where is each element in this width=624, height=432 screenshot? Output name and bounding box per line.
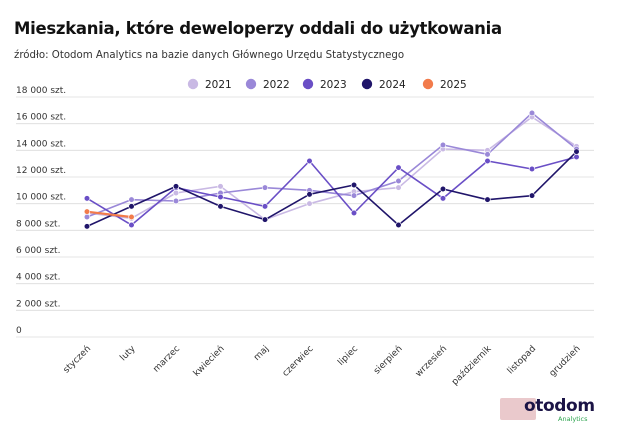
data-point-2023 bbox=[128, 221, 135, 229]
legend-item: 2021 bbox=[187, 78, 232, 91]
legend-label: 2023 bbox=[320, 79, 347, 91]
chart-source: źródło: Otodom Analytics na bazie danych… bbox=[14, 50, 405, 61]
data-point-2021 bbox=[306, 200, 313, 207]
y-tick-label: 2 000 szt. bbox=[16, 299, 60, 309]
data-point-2025 bbox=[83, 208, 91, 215]
legend-label: 2025 bbox=[440, 79, 467, 91]
data-point-2022 bbox=[172, 197, 180, 205]
x-tick-label: styczeń bbox=[62, 344, 93, 375]
x-tick-label: kwiecień bbox=[192, 344, 227, 379]
series-line-2024 bbox=[86, 151, 578, 228]
x-tick-label: wrzesień bbox=[414, 344, 449, 379]
data-point-2023 bbox=[261, 203, 269, 210]
data-point-2021 bbox=[172, 189, 180, 197]
data-point-2023 bbox=[573, 153, 580, 161]
y-tick-label: 18 000 szt. bbox=[16, 86, 66, 96]
data-point-2024 bbox=[528, 192, 536, 199]
data-point-2023 bbox=[217, 193, 224, 201]
series-lines bbox=[86, 112, 578, 228]
series-line-2025 bbox=[86, 210, 132, 219]
y-tick-label: 0 bbox=[16, 326, 22, 336]
data-point-2025 bbox=[128, 213, 135, 221]
data-point-2024 bbox=[128, 203, 135, 210]
series-line-2022 bbox=[86, 112, 578, 218]
x-tick-label: lipiec bbox=[336, 344, 360, 368]
y-tick-label: 16 000 szt. bbox=[16, 113, 66, 123]
legend-label: 2021 bbox=[205, 79, 232, 91]
data-point-2021 bbox=[217, 183, 224, 190]
legend-item: 2025 bbox=[422, 78, 467, 91]
x-tick-label: październik bbox=[450, 343, 494, 387]
data-point-2022 bbox=[350, 192, 358, 199]
data-point-2022 bbox=[395, 177, 402, 185]
x-tick-label: sierpień bbox=[372, 344, 404, 376]
data-point-2023 bbox=[83, 195, 91, 202]
x-tick-label: czerwiec bbox=[281, 344, 316, 379]
data-point-2022 bbox=[128, 196, 135, 203]
data-point-2024 bbox=[217, 203, 224, 210]
data-point-2024 bbox=[573, 148, 580, 155]
y-axis: 0 2 000 szt. 4 000 szt. 6 000 szt. 8 000 szt… bbox=[16, 86, 66, 336]
y-tick-label: 10 000 szt. bbox=[16, 193, 66, 203]
series-points bbox=[83, 109, 580, 230]
data-point-2024 bbox=[439, 185, 447, 193]
legend-label: 2022 bbox=[263, 79, 290, 91]
data-point-2022 bbox=[261, 184, 269, 191]
data-point-2023 bbox=[484, 157, 491, 165]
legend-item: 2023 bbox=[302, 78, 347, 91]
y-tick-label: 8 000 szt. bbox=[16, 219, 60, 229]
logo-sub: Analytics bbox=[558, 415, 588, 423]
y-tick-label: 14 000 szt. bbox=[16, 139, 66, 149]
data-point-2024 bbox=[83, 223, 91, 230]
legend-swatch bbox=[361, 78, 373, 90]
legend: 2021 2022 2023 2024 2025 bbox=[187, 78, 467, 91]
legend-item: 2022 bbox=[245, 78, 290, 91]
data-point-2024 bbox=[306, 191, 313, 198]
otodom-logo: otodom Analytics bbox=[498, 396, 610, 423]
legend-item: 2024 bbox=[361, 78, 406, 91]
y-tick-label: 6 000 szt. bbox=[16, 246, 60, 256]
data-point-2023 bbox=[350, 209, 358, 217]
data-point-2022 bbox=[83, 213, 91, 221]
data-point-2022 bbox=[439, 141, 447, 149]
logo-brand: otodom bbox=[524, 396, 595, 416]
legend-label: 2024 bbox=[379, 79, 406, 91]
data-point-2022 bbox=[484, 151, 491, 158]
data-point-2024 bbox=[172, 183, 180, 190]
y-tick-label: 4 000 szt. bbox=[16, 273, 60, 283]
data-point-2023 bbox=[395, 164, 402, 171]
page-title: Mieszkania, które deweloperzy oddali do … bbox=[14, 19, 502, 38]
x-axis: styczeń luty marzec kwiecień maj czerwiec lipi… bbox=[62, 343, 583, 387]
series-line-2021 bbox=[86, 116, 577, 221]
data-point-2021 bbox=[395, 184, 402, 191]
data-point-2023 bbox=[439, 195, 447, 202]
y-tick-label: 12 000 szt. bbox=[16, 166, 66, 176]
x-tick-label: marzec bbox=[152, 344, 183, 375]
data-point-2024 bbox=[261, 216, 269, 223]
data-point-2023 bbox=[306, 157, 313, 165]
data-point-2024 bbox=[484, 196, 491, 203]
legend-swatch bbox=[245, 78, 257, 90]
legend-swatch bbox=[187, 78, 199, 90]
data-point-2024 bbox=[350, 181, 358, 189]
grid bbox=[16, 96, 594, 338]
x-tick-label: listopad bbox=[506, 344, 538, 376]
x-tick-label: grudzień bbox=[548, 344, 583, 379]
data-point-2022 bbox=[528, 109, 536, 117]
x-tick-label: maj bbox=[252, 344, 271, 363]
data-point-2023 bbox=[528, 165, 536, 173]
legend-swatch bbox=[422, 78, 434, 90]
x-tick-label: luty bbox=[118, 344, 138, 364]
watermark bbox=[500, 398, 536, 420]
series-line-2023 bbox=[86, 156, 577, 226]
legend-swatch bbox=[302, 78, 314, 90]
data-point-2024 bbox=[395, 221, 402, 229]
